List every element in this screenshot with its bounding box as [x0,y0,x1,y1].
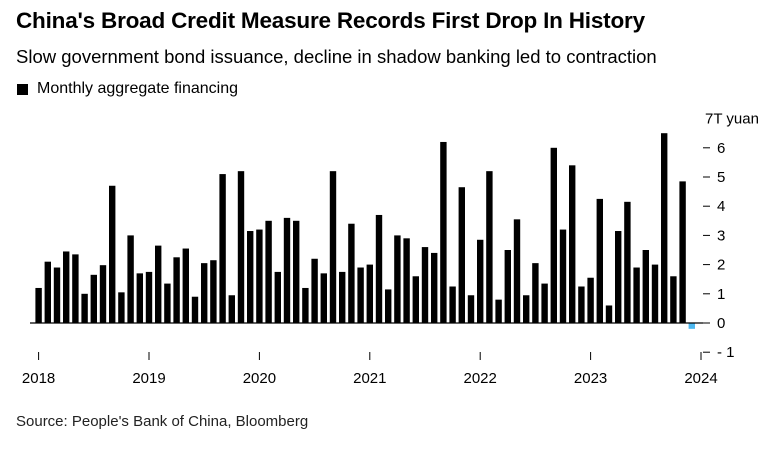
y-tick-label-5: 5 [717,169,725,186]
bar-2018-09 [109,185,116,323]
bar-2019-12 [247,231,254,323]
bar-2023-12 [688,323,695,329]
bar-2020-05 [293,220,300,323]
bar-2023-10 [670,276,677,323]
bar-2022-02 [486,171,493,323]
bar-2022-03 [495,299,502,323]
bar-2019-03 [164,283,171,323]
bar-2020-02 [265,220,272,323]
bar-2018-12 [136,273,143,323]
bar-2022-05 [513,219,521,323]
x-tick-label-2023: 2023 [574,370,607,387]
bar-2019-07 [201,263,208,323]
bar-2021-10 [449,286,456,323]
bar-2020-10 [339,271,346,323]
bar-2022-12 [578,286,585,323]
bar-2018-01 [35,287,42,323]
bar-2021-06 [412,276,419,323]
bar-2019-09 [219,174,226,323]
bar-2020-04 [283,217,291,323]
legend: Monthly aggregate financing [17,80,238,98]
bar-2023-01 [587,277,594,323]
y-tick-label-3: 3 [717,227,725,244]
bar-2020-07 [311,258,318,323]
bar-2018-07 [90,274,97,323]
bar-2019-01 [145,271,153,323]
bar-2023-05 [624,201,631,323]
bar-2022-08 [541,283,548,323]
bar-2021-01 [366,264,373,323]
bar-2023-07 [642,250,649,323]
bar-2023-09 [661,133,668,323]
bar-2021-02 [375,214,383,323]
bar-2020-09 [329,171,337,323]
bar-2022-10 [559,229,567,323]
bar-2021-05 [403,238,410,323]
y-unit-label: 7T yuan [705,111,759,128]
x-tick-label-2022: 2022 [464,370,497,387]
y-tick-label--1: - 1 [717,344,735,361]
bar-2018-11 [127,235,134,323]
legend-swatch [17,83,28,95]
bar-2022-07 [532,263,539,323]
bar-2019-02 [155,245,162,323]
bar-2019-10 [228,295,235,323]
bar-2020-12 [357,267,364,323]
x-tick-label-2024: 2024 [684,370,717,387]
bar-2020-11 [348,223,355,323]
bar-2023-11 [679,181,686,323]
bar-2018-02 [44,261,51,323]
bar-2021-04 [394,235,401,323]
y-tick-label-2: 2 [717,257,725,274]
bar-2022-11 [569,165,576,323]
bar-2021-08 [431,252,438,323]
bar-2018-05 [72,254,79,323]
bar-2018-10 [118,292,125,323]
bar-2023-08 [651,264,659,323]
bar-2020-08 [320,273,327,323]
bar-2019-05 [182,248,189,323]
y-tick-label-4: 4 [717,198,725,215]
bar-2019-11 [237,171,245,323]
bar-2023-04 [615,231,622,323]
bar-2019-08 [210,260,217,323]
chart-subtitle: Slow government bond issuance, decline i… [16,46,657,67]
y-tick-label-1: 1 [717,286,725,303]
bar-2019-04 [173,257,180,323]
bar-2021-09 [440,141,447,323]
legend-label: Monthly aggregate financing [37,80,239,97]
source-note: Source: People's Bank of China, Bloomber… [16,413,309,430]
bar-2022-09 [550,147,557,323]
bar-2021-03 [385,289,392,323]
bar-2021-07 [421,247,429,323]
bar-2021-12 [467,295,475,323]
y-tick-label-6: 6 [717,140,725,157]
bar-2018-04 [63,251,70,323]
bar-2018-08 [99,265,107,323]
bar-2020-06 [302,287,309,323]
bar-2023-02 [596,198,603,323]
bar-2020-03 [274,271,281,323]
bar-2019-06 [191,296,199,323]
x-tick-label-2018: 2018 [22,370,55,387]
bar-2022-04 [504,250,511,323]
chart-title: China's Broad Credit Measure Records Fir… [16,8,645,33]
bar-2018-06 [81,293,88,323]
bar-2021-11 [458,187,465,323]
bar-2023-03 [605,305,613,323]
x-tick-label-2020: 2020 [243,370,276,387]
bar-2020-01 [256,229,263,323]
bar-2022-06 [523,295,530,323]
x-tick-label-2021: 2021 [353,370,386,387]
bar-2023-06 [633,267,640,323]
x-tick-label-2019: 2019 [132,370,165,387]
bar-2022-01 [477,239,484,323]
y-tick-label-0: 0 [717,315,725,332]
bar-2018-03 [53,267,61,323]
